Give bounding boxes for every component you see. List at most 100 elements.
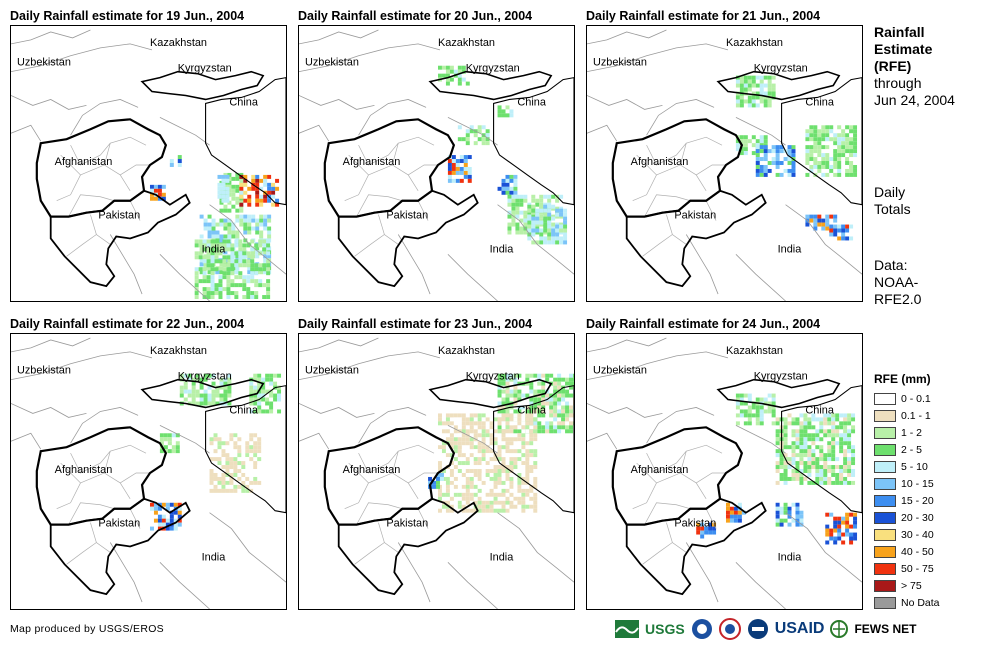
rainfall-cluster — [437, 65, 470, 86]
side-title-line3: (RFE) — [874, 58, 912, 74]
boundary-line — [299, 337, 379, 353]
province-border — [646, 142, 687, 166]
boundary-line — [397, 542, 431, 603]
boundary-line — [159, 254, 210, 301]
rainfall-cluster — [239, 174, 280, 207]
country-label-china: China — [805, 404, 834, 416]
country-label-uzbekistan: Uzbekistan — [17, 365, 71, 377]
boundary-line — [587, 29, 667, 45]
boundary-line — [735, 562, 786, 609]
map-svg: Kazakhstan Uzbekistan Kyrgyzstan China Afgha… — [299, 29, 574, 301]
daily-line2: Totals — [874, 201, 911, 217]
country-label-pakistan: Pakistan — [98, 210, 140, 222]
country-label-kyrgyzstan: Kyrgyzstan — [178, 371, 232, 383]
country-label-pakistan: Pakistan — [386, 518, 428, 530]
province-border — [705, 508, 717, 529]
province-border — [356, 194, 403, 217]
afghanistan-border — [611, 118, 744, 218]
side-title: Rainfall Estimate (RFE) through Jun 24, … — [874, 24, 955, 109]
rainfall-cluster — [437, 413, 538, 513]
rainfall-cluster — [735, 393, 776, 426]
legend-label: 20 - 30 — [901, 511, 934, 524]
country-label-kyrgyzstan: Kyrgyzstan — [466, 371, 520, 383]
province-border — [70, 450, 111, 474]
province-border — [368, 472, 419, 499]
country-label-afghanistan: Afghanistan — [631, 464, 689, 476]
country-label-uzbekistan: Uzbekistan — [17, 57, 71, 69]
legend-swatch — [874, 511, 896, 524]
legend-swatch — [874, 477, 896, 490]
legend-swatch — [874, 579, 896, 592]
pakistan-border — [337, 497, 479, 596]
boundary-line — [447, 424, 498, 454]
data-source-text: Data: NOAA- RFE2.0 — [874, 257, 921, 308]
province-border — [705, 200, 717, 221]
country-label-afghanistan: Afghanistan — [343, 464, 401, 476]
boundary-line — [587, 351, 729, 381]
boundary-line — [109, 542, 143, 603]
boundary-line — [11, 337, 91, 353]
country-label-india: India — [778, 551, 803, 563]
boundary-line — [299, 43, 441, 73]
province-border — [391, 136, 435, 166]
side-date: Jun 24, 2004 — [874, 92, 955, 108]
legend-label: 10 - 15 — [901, 477, 934, 490]
noaa-logo-icon — [691, 619, 712, 639]
country-label-pakistan: Pakistan — [386, 210, 428, 222]
boundary-line — [70, 99, 139, 136]
legend-swatch — [874, 545, 896, 558]
logo-bar: USGS USAID FEWS NET — [615, 618, 916, 640]
legend-label: 0 - 0.1 — [901, 392, 931, 405]
province-border — [666, 522, 687, 553]
rainfall-cluster — [825, 512, 858, 545]
country-label-india: India — [490, 243, 515, 255]
province-border — [656, 164, 707, 191]
boundary-line — [299, 403, 375, 418]
side-title-line2: Estimate — [874, 41, 933, 57]
province-border — [103, 444, 147, 474]
country-label-uzbekistan: Uzbekistan — [593, 365, 647, 377]
boundary-line — [587, 43, 729, 73]
boundary-line — [646, 99, 715, 136]
province-border — [120, 472, 150, 484]
province-border — [344, 154, 369, 202]
province-border — [80, 472, 131, 499]
province-border — [358, 142, 399, 166]
rainfall-cluster — [725, 502, 746, 523]
daily-totals-text: Daily Totals — [874, 184, 911, 218]
province-border — [56, 462, 81, 510]
side-through: through — [874, 75, 922, 91]
legend-label: 50 - 75 — [901, 562, 934, 575]
panel-title: Daily Rainfall estimate for 23 Jun., 200… — [298, 317, 533, 331]
boundary-line — [358, 99, 427, 136]
country-label-india: India — [778, 243, 803, 255]
legend-item: 5 - 10 — [874, 458, 940, 475]
boundary-line — [358, 407, 427, 444]
boundary-line — [685, 234, 719, 295]
boundary-line — [299, 351, 441, 381]
country-label-afghanistan: Afghanistan — [343, 156, 401, 168]
boundary-line — [11, 29, 91, 45]
pakistan-border — [625, 189, 767, 288]
data-line1: Data: — [874, 257, 908, 273]
map-svg: Kazakhstan Uzbekistan Kyrgyzstan China Afgha… — [11, 337, 286, 609]
boundary-line — [209, 204, 286, 275]
pakistan-border — [49, 189, 191, 288]
country-label-india: India — [202, 551, 227, 563]
legend-swatch — [874, 409, 896, 422]
province-border — [644, 502, 691, 525]
country-label-uzbekistan: Uzbekistan — [305, 365, 359, 377]
country-label-uzbekistan: Uzbekistan — [593, 57, 647, 69]
legend-label: 15 - 20 — [901, 494, 934, 507]
province-border — [646, 450, 687, 474]
usgs-logo-icon — [615, 620, 639, 638]
rainfall-map: Kazakhstan Uzbekistan Kyrgyzstan China Afgha… — [298, 25, 575, 302]
province-border — [644, 194, 691, 217]
boundary-line — [587, 403, 663, 418]
afghanistan-border — [323, 118, 456, 218]
legend-swatch — [874, 443, 896, 456]
province-border — [642, 542, 673, 565]
province-border — [68, 502, 115, 525]
country-label-kyrgyzstan: Kyrgyzstan — [754, 371, 808, 383]
boundary-line — [735, 116, 786, 146]
